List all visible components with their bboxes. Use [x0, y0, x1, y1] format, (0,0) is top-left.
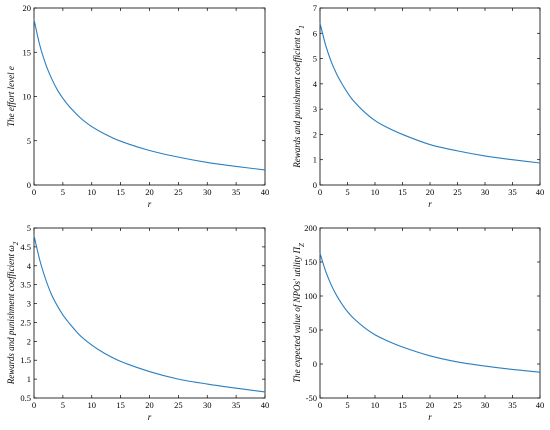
y-tick-label: 4.5: [20, 242, 31, 252]
x-tick-label: 30: [481, 400, 490, 410]
x-tick-label: 10: [371, 400, 380, 410]
y-tick-label: 4: [313, 79, 318, 89]
x-tick-label: 10: [88, 187, 97, 197]
x-tick-label: 40: [261, 400, 270, 410]
x-tick-label: 30: [203, 400, 212, 410]
x-tick-label: 35: [232, 400, 241, 410]
y-tick-label: 2: [27, 336, 31, 346]
series-line-1: [319, 23, 541, 164]
x-tick-label: 25: [453, 400, 462, 410]
x-tick-label: 10: [371, 187, 380, 197]
axes-frame: [33, 7, 266, 186]
x-tick-label: 20: [426, 400, 435, 410]
x-tick-label: 25: [174, 187, 183, 197]
x-tick-label: 20: [426, 187, 435, 197]
y-axis-label: Rewards and punishment coefficient ω2: [6, 241, 20, 385]
x-axis-label: r: [428, 412, 432, 422]
y-tick-label: 0: [313, 359, 317, 369]
series-line-1: [33, 235, 266, 393]
y-axis-label: The expected value of NPOs' utility ΠZ: [292, 243, 306, 383]
x-tick-label: 5: [345, 400, 349, 410]
y-tick-label: 100: [304, 291, 317, 301]
x-tick-label: 5: [61, 400, 65, 410]
x-tick-label: 0: [318, 400, 322, 410]
y-tick-label: 7: [313, 3, 317, 13]
x-tick-label: 0: [32, 400, 36, 410]
y-tick-label: 150: [304, 257, 317, 267]
y-axis-label: Rewards and punishment coefficient ω1: [292, 25, 306, 169]
y-tick-label: 2: [313, 129, 317, 139]
series-line-1: [319, 252, 541, 373]
y-tick-label: 200: [304, 223, 317, 233]
x-tick-label: 35: [232, 187, 241, 197]
y-tick-label: 20: [23, 3, 32, 13]
y-tick-label: 5: [313, 54, 317, 64]
y-tick-label: 0: [27, 180, 31, 190]
y-tick-label: 1.5: [20, 355, 31, 365]
x-tick-label: 15: [398, 400, 407, 410]
x-tick-label: 25: [453, 187, 462, 197]
x-tick-label: 5: [345, 187, 349, 197]
y-tick-label: 1: [313, 155, 317, 165]
x-tick-label: 15: [398, 187, 407, 197]
y-tick-label: 2.5: [20, 317, 31, 327]
x-tick-label: 0: [32, 187, 36, 197]
y-tick-label: 10: [23, 92, 32, 102]
x-tick-label: 15: [116, 400, 125, 410]
chart-panel-2: 0 5 10 15 20 25 30 35 40 0 1 2 3 4 5 6 7 r Rewards and pun…: [292, 3, 544, 209]
y-tick-label: 1: [27, 374, 31, 384]
y-tick-label: 5: [27, 223, 31, 233]
x-tick-label: 0: [318, 187, 322, 197]
x-tick-label: 20: [145, 400, 154, 410]
y-axis-label: The effort level e: [6, 66, 16, 127]
chart-panel-1: 0 5 10 15 20 25 30 35 40 0 5 10 15 20 r The effort leve…: [6, 3, 269, 209]
x-axis-label: r: [148, 199, 152, 209]
y-tick-label: 3: [27, 299, 31, 309]
x-tick-label: 30: [203, 187, 212, 197]
x-tick-label: 25: [174, 400, 183, 410]
x-tick-label: 10: [88, 400, 97, 410]
axes-frame: [319, 7, 541, 186]
x-tick-label: 5: [61, 187, 65, 197]
x-tick-label: 30: [481, 187, 490, 197]
y-tick-label: 4: [27, 261, 32, 271]
y-tick-label: 3.5: [20, 280, 31, 290]
axes-frame: [33, 227, 266, 399]
y-tick-label: 0: [313, 180, 317, 190]
y-tick-label: 3: [313, 104, 317, 114]
y-tick-label: 6: [313, 28, 317, 38]
series-line-1: [33, 19, 266, 171]
x-tick-label: 40: [536, 400, 545, 410]
x-axis-label: r: [428, 199, 432, 209]
y-tick-label: -50: [306, 393, 317, 403]
y-tick-label: 0.5: [20, 393, 31, 403]
x-tick-label: 35: [508, 400, 517, 410]
x-tick-label: 40: [261, 187, 270, 197]
x-tick-label: 35: [508, 187, 517, 197]
x-tick-label: 20: [145, 187, 154, 197]
x-tick-label: 15: [116, 187, 125, 197]
x-tick-label: 40: [536, 187, 545, 197]
x-axis-label: r: [148, 412, 152, 422]
y-tick-label: 50: [309, 325, 318, 335]
y-tick-label: 15: [23, 47, 32, 57]
axes-frame: [319, 227, 541, 399]
chart-panel-3: 0 5 10 15 20 25 30 35 40 0.5 1 1.5 2 2.5 3 3.5 4 4.5 5 r Rew…: [6, 223, 269, 422]
y-tick-label: 5: [27, 136, 31, 146]
